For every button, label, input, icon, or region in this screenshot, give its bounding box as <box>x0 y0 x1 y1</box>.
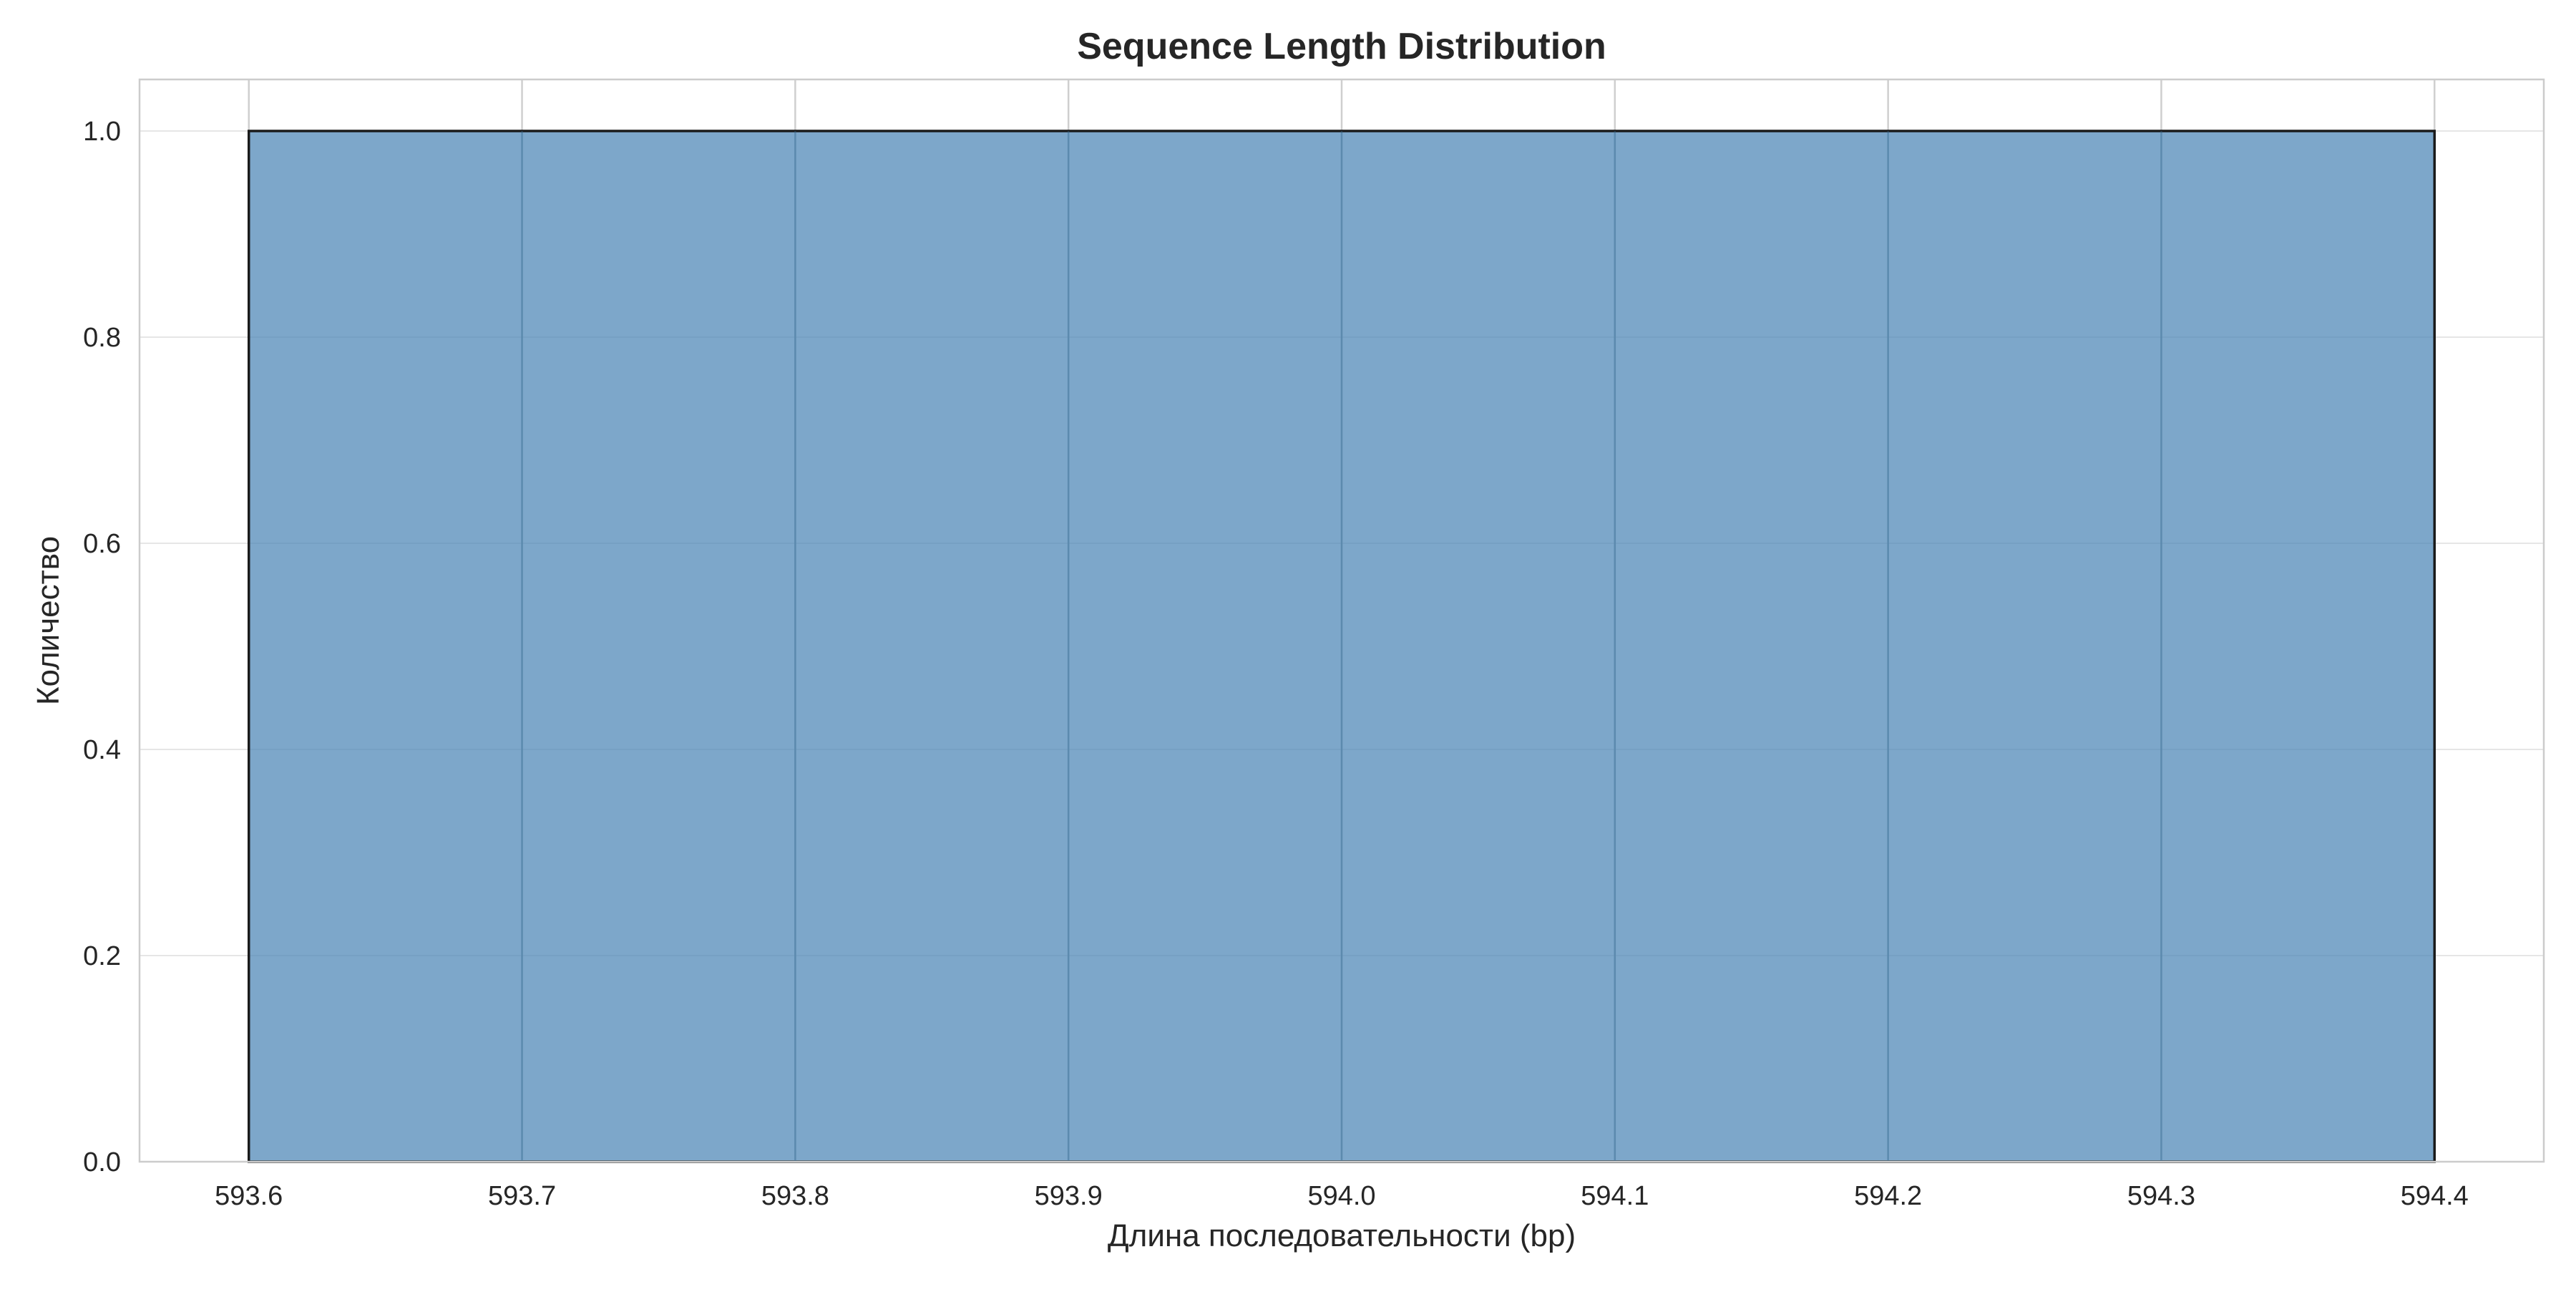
y-tick-label: 0.2 <box>83 941 121 971</box>
y-tick-labels: 0.0 0.2 0.4 0.6 0.8 1.0 <box>83 117 121 1177</box>
x-tick-label: 593.7 <box>488 1181 556 1211</box>
chart-title: Sequence Length Distribution <box>1077 26 1606 67</box>
y-tick-label: 0.0 <box>83 1147 121 1177</box>
y-tick-label: 0.4 <box>83 735 121 765</box>
bar-overlay-gridlines <box>521 131 2162 1162</box>
x-tick-label: 594.2 <box>1854 1181 1922 1211</box>
y-tick-label: 0.6 <box>83 529 121 559</box>
y-tick-label: 1.0 <box>83 117 121 147</box>
bars <box>247 130 2436 1163</box>
x-tick-label: 594.3 <box>2127 1181 2195 1211</box>
x-tick-labels: 593.6 593.7 593.8 593.9 594.0 594.1 594.2 594.3… <box>215 1181 2469 1211</box>
histogram-bar <box>247 130 2436 1163</box>
x-tick-label: 593.6 <box>215 1181 283 1211</box>
x-tick-label: 594.4 <box>2401 1181 2469 1211</box>
x-tick-label: 594.1 <box>1581 1181 1649 1211</box>
x-tick-label: 594.0 <box>1307 1181 1375 1211</box>
plot-frame <box>138 78 2545 1163</box>
y-tick-label: 0.8 <box>83 323 121 353</box>
y-axis-label: Количество <box>31 536 66 705</box>
x-tick-label: 593.8 <box>761 1181 829 1211</box>
x-axis-label: Длина последовательности (bp) <box>1108 1218 1576 1253</box>
x-tick-label: 593.9 <box>1035 1181 1103 1211</box>
